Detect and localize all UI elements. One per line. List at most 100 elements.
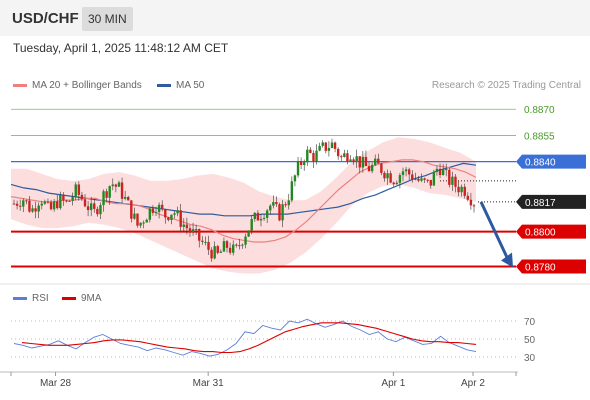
candle-body [429,179,432,186]
candle-body [423,178,426,180]
candle-body [315,150,318,162]
rsi-tick-50: 50 [524,335,536,346]
bollinger-band [11,137,476,274]
candle-body [34,208,37,212]
rsi-ma9-line [21,322,477,354]
candle-body [327,148,331,151]
legend-rsi: RSI [13,293,49,304]
candle-body [417,178,420,181]
candle-body [93,203,96,209]
candle-body [352,159,355,162]
candle-body [361,156,365,168]
research-credit: Research © 2025 Trading Central [431,80,581,91]
candle-body [117,182,121,187]
candle-body [18,205,22,207]
candle-body [281,204,284,221]
timeframe-badge[interactable]: 30 MIN [82,7,133,31]
candle-body [411,174,414,180]
candle-body [432,171,436,186]
candle-body [472,205,476,207]
candle-body [306,149,309,163]
candle-body [182,224,185,227]
candle-body [426,179,429,181]
candle-body [293,175,297,182]
candle-body [457,186,460,193]
level-label-0.8800: 0.8800 [525,228,556,239]
candle-body [463,186,466,196]
candle-body [43,201,47,204]
candle-body [191,229,195,232]
level-label-0.8870: 0.8870 [524,105,555,116]
candle-body [386,173,389,179]
candle-body [225,241,229,248]
candle-body [398,175,402,183]
ma9-swatch [62,296,76,300]
candle-body [407,169,411,175]
candle-body [207,241,210,250]
rsi-tick-30: 30 [524,353,536,364]
candle-body [355,156,358,162]
candle-body [299,161,303,166]
candle-body [83,199,87,207]
candle-body [167,217,170,221]
candle-body [89,203,93,211]
candle-body [358,156,361,168]
forecast-arrow-shaft [479,201,510,261]
candle-body [179,210,182,227]
candle-body [71,197,74,201]
candle-body [22,200,25,207]
candle-body [278,204,281,221]
symbol-title: USD/CHF [12,10,79,27]
level-label-0.8840: 0.8840 [525,158,556,169]
candle-body [25,200,28,202]
candle-body [216,246,219,253]
candle-body [441,169,445,176]
level-tag-0.8840 [516,154,586,169]
legend-ma20: MA 20 + Bollinger Bands [13,80,142,91]
candle-body [99,205,102,215]
candle-body [80,194,84,200]
rsi-tick-70: 70 [524,317,536,328]
candle-body [395,182,399,185]
candle-body [451,176,454,185]
candle-body [228,247,232,253]
candle-body [401,171,405,176]
candle-body [265,210,269,218]
candle-body [145,219,148,223]
candle-body [259,218,263,221]
candle-body [244,236,247,245]
candle-body [364,156,368,167]
candle-body [253,212,257,220]
candle-body [136,213,139,226]
candle-body [170,214,173,221]
candle-body [157,204,161,212]
candle-body [59,194,62,209]
candle-body [111,184,114,187]
candle-body [148,208,152,220]
ma20-line [10,159,477,243]
candle-body [420,178,423,181]
legend-9ma: 9MA [62,293,102,304]
last-price-label: 0.8817 [525,198,556,209]
candle-body [160,204,164,210]
candle-body [31,208,34,212]
candle-body [256,212,260,221]
candle-body [204,241,207,243]
candle-body [343,153,346,157]
x-tick-label: Apr 1 [381,378,405,389]
last-price-tag [516,194,586,209]
ma50-swatch [157,83,171,87]
candle-body [37,205,40,212]
candle-body [52,201,56,210]
candle-body [469,199,473,206]
level-tag-0.8780 [516,259,586,274]
candle-body [133,213,136,219]
candle-body [269,205,272,211]
level-label-0.8855: 0.8855 [524,131,555,142]
candle-body [49,202,53,210]
candle-body [68,200,71,202]
candle-body [336,148,340,157]
candle-body [370,164,374,172]
candle-body [123,196,127,199]
